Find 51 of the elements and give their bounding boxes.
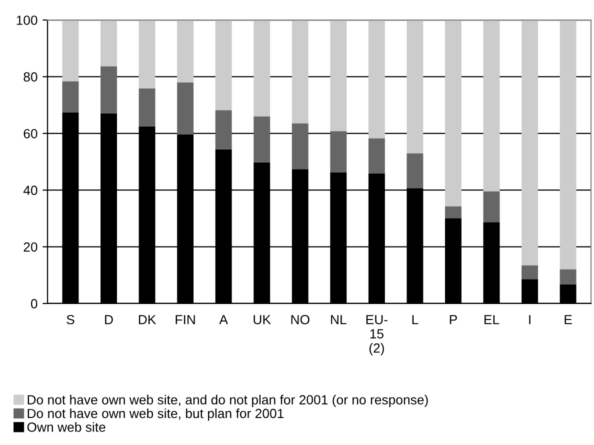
x-tick-label: NL [331,315,346,324]
bar [330,20,347,132]
bar [406,153,424,188]
bar [254,20,270,116]
x-tick-label: UK [254,315,271,324]
bar [62,81,79,112]
bar [100,20,117,66]
bar [330,131,347,172]
y-tick-label: 80 [24,72,38,82]
bar [138,88,156,126]
legend-label: Do not have own web site, and do not plan for 2001 (or no response) [28,394,428,408]
bar [560,20,576,270]
bar [62,20,79,82]
y-tick-label: 100 [16,16,38,25]
bar [560,269,576,284]
bar [522,20,538,266]
x-tick-label: P [450,315,457,324]
x-tick-label: A [219,315,228,324]
x-tick-label: D [105,315,113,324]
bar [254,116,270,162]
x-tick-label: DK [138,315,156,324]
y-tick-label: 20 [24,242,38,252]
x-tick-label: NO [291,314,310,324]
x-tick-label: L [412,315,418,324]
legend-label: Own web site [27,422,106,432]
legend-label: Do not have own web site, but plan for 2001 [28,408,284,421]
bar [292,123,308,170]
y-tick-label: 60 [24,128,38,138]
bar [100,66,117,114]
bar [138,20,156,88]
y-tick-label: 40 [23,186,38,196]
bar [522,265,538,280]
x-tick-label: E [564,315,572,324]
bar [215,20,232,110]
bar [215,110,232,150]
x-tick-label: EL [484,315,500,324]
x-tick-label: EU- 15 (2) [366,315,388,356]
x-tick-label: S [66,314,74,324]
bar [445,20,462,206]
x-tick-label: FIN [176,315,195,324]
bar [483,191,500,222]
bar [368,138,385,174]
y-tick-label: 0 [30,299,38,308]
bar [292,20,308,124]
bar [177,82,194,134]
bar [406,20,424,154]
bar [483,20,500,192]
bar [368,20,385,138]
bar [177,20,194,82]
bar [445,206,462,218]
x-tick-label: I [529,315,530,324]
